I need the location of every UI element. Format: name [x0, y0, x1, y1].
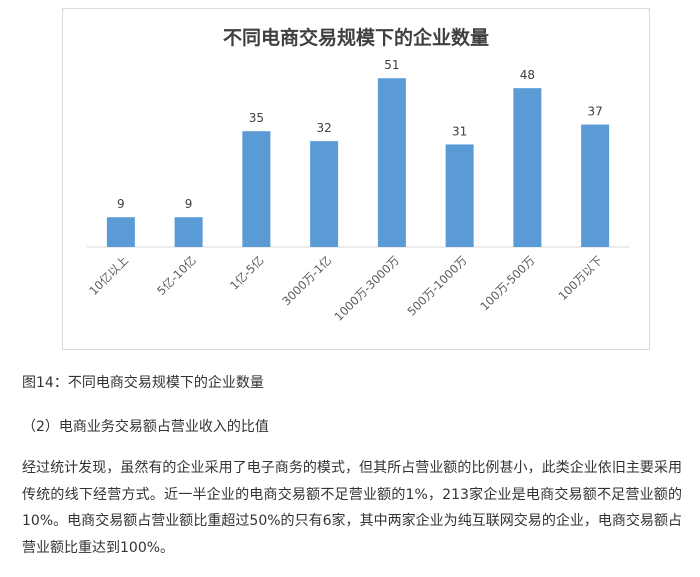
bar — [445, 144, 474, 247]
bar — [310, 141, 339, 247]
x-tick-label: 100万-500万 — [477, 253, 537, 313]
x-tick-label: 500万-1000万 — [404, 253, 469, 318]
x-tick-label: 1亿-5亿 — [227, 253, 266, 292]
x-tick-label: 3000万-1亿 — [279, 253, 334, 308]
bar — [377, 78, 406, 248]
data-label: 48 — [520, 68, 535, 82]
bar — [106, 217, 135, 247]
data-label: 35 — [249, 111, 264, 125]
data-label: 51 — [384, 58, 399, 72]
chart-container: 不同电商交易规模下的企业数量 9 10亿以上 9 5亿-10亿 35 1亿-5亿 32 300… — [62, 8, 650, 350]
x-tick-label: 10亿以上 — [86, 253, 131, 298]
bar — [513, 88, 542, 247]
data-label: 31 — [452, 124, 467, 138]
data-label: 32 — [316, 121, 331, 135]
x-tick-label: 100万以下 — [555, 253, 605, 303]
x-tick-label: 1000万-3000万 — [332, 253, 402, 323]
data-label: 9 — [185, 197, 193, 211]
bar — [174, 217, 203, 247]
body-paragraph: 经过统计发现，虽然有的企业采用了电子商务的模式，但其所占营业额的比例甚小，此类企… — [22, 460, 682, 556]
figure-caption: 图14：不同电商交易规模下的企业数量 — [22, 375, 264, 391]
chart-title: 不同电商交易规模下的企业数量 — [222, 27, 489, 49]
data-label: 9 — [117, 197, 125, 211]
bar-chart: 9 10亿以上 9 5亿-10亿 35 1亿-5亿 32 3000万-1亿 51 1000万-30… — [86, 58, 629, 324]
x-tick-label: 5亿-10亿 — [154, 253, 199, 298]
section-heading: （2）电商业务交易额占营业收入的比值 — [22, 419, 269, 435]
bar — [581, 124, 610, 247]
data-label: 37 — [587, 105, 602, 119]
bar — [242, 131, 271, 247]
